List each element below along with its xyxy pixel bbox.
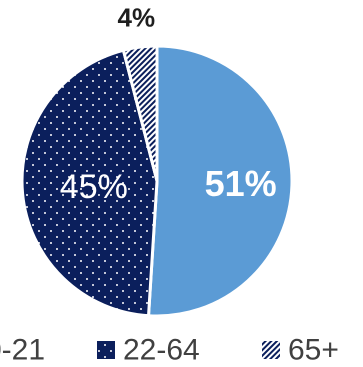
data-label-22-64: 45% bbox=[60, 168, 128, 206]
data-label-65+: 4% bbox=[118, 2, 156, 32]
pie-slices bbox=[20, 44, 294, 318]
chart-legend: 0-21 22-64 65+ bbox=[0, 334, 339, 367]
pie-data-labels: 51% 45% 4% bbox=[60, 2, 277, 206]
legend-label-0-21: 0-21 bbox=[0, 334, 45, 367]
legend-label-22-64: 22-64 bbox=[123, 334, 200, 367]
legend-label-65+: 65+ bbox=[288, 334, 339, 367]
pie-slice-22-64 bbox=[20, 48, 159, 318]
pie-slice-0-21 bbox=[146, 44, 294, 318]
pie-slice-65+ bbox=[121, 44, 159, 182]
data-label-0-21: 51% bbox=[205, 163, 277, 204]
legend-swatch-65+ bbox=[262, 341, 280, 359]
legend-swatch-22-64 bbox=[97, 341, 115, 359]
